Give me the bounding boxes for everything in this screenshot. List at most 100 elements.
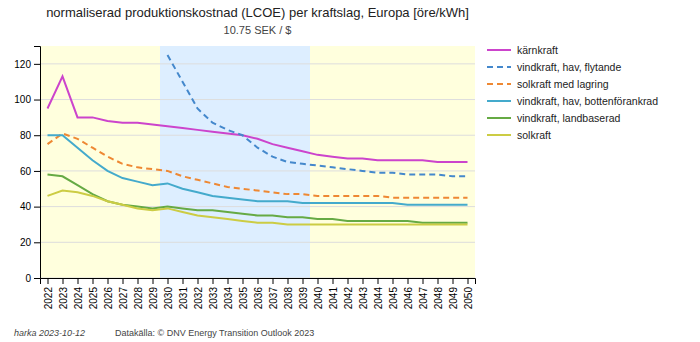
y-tick: 80: [20, 130, 40, 141]
x-axis: 2022202320242025202620272028202920302031…: [41, 278, 476, 309]
x-tick-mark: [378, 278, 379, 284]
x-tick-mark: [198, 278, 199, 284]
x-tick-label: 2049: [448, 287, 459, 310]
y-tick-mark: [34, 207, 40, 208]
series-line: [48, 135, 468, 205]
legend-item: kärnkraft: [487, 44, 558, 56]
x-tick: 2032: [193, 278, 204, 309]
x-tick-label: 2041: [328, 287, 339, 310]
x-tick-mark: [108, 278, 109, 284]
x-tick-label: 2035: [238, 287, 249, 310]
x-tick-label: 2029: [148, 287, 159, 310]
x-tick-label: 2043: [358, 287, 369, 310]
x-tick: 2025: [88, 278, 99, 309]
x-tick: 2044: [373, 278, 384, 309]
y-tick-mark: [34, 278, 40, 279]
x-tick-mark: [468, 278, 469, 284]
y-tick-mark: [34, 242, 40, 243]
y-tick: 20: [20, 237, 40, 248]
x-tick: 2026: [103, 278, 114, 309]
grid-line: [40, 242, 475, 243]
x-tick-label: 2025: [88, 287, 99, 310]
x-tick-mark: [93, 278, 94, 284]
x-tick-label: 2031: [178, 287, 189, 310]
x-tick: 2027: [118, 278, 129, 309]
x-tick-mark: [228, 278, 229, 284]
x-tick: 2040: [313, 278, 324, 309]
y-axis: 020406080100120: [14, 47, 40, 284]
footer-note: harka 2023-10-12: [14, 328, 85, 338]
y-tick-mark: [34, 64, 40, 65]
y-tick-label: 100: [14, 94, 31, 105]
y-tick-label: 80: [20, 130, 32, 141]
x-tick: 2041: [328, 278, 339, 309]
legend-item: solkraft: [487, 129, 551, 141]
series-line: [48, 191, 468, 225]
y-tick-mark: [34, 100, 40, 101]
y-tick: 100: [14, 94, 40, 105]
x-tick: 2038: [283, 278, 294, 309]
legend-label: solkraft med lagring: [517, 78, 609, 90]
x-tick: 2034: [223, 278, 234, 309]
x-tick: 2048: [433, 278, 444, 309]
legend-swatch: [487, 100, 511, 102]
x-tick-label: 2022: [43, 287, 54, 310]
legend-swatch: [487, 49, 511, 51]
x-tick-mark: [438, 278, 439, 284]
x-tick-mark: [258, 278, 259, 284]
y-tick-label: 120: [14, 59, 31, 70]
y-tick: 120: [14, 59, 40, 70]
x-tick-label: 2042: [343, 287, 354, 310]
x-tick-mark: [48, 278, 49, 284]
x-tick-label: 2028: [133, 287, 144, 310]
y-tick-label: 60: [20, 166, 32, 177]
y-tick-label: 40: [20, 201, 32, 212]
x-tick-mark: [363, 278, 364, 284]
x-tick-mark: [333, 278, 334, 284]
x-tick-label: 2038: [283, 287, 294, 310]
x-tick-mark: [408, 278, 409, 284]
x-tick-mark: [273, 278, 274, 284]
x-tick: 2036: [253, 278, 264, 309]
x-tick-label: 2039: [298, 287, 309, 310]
x-tick: 2049: [448, 278, 459, 309]
x-tick-mark: [78, 278, 79, 284]
subtitle: 10.75 SEK / $: [224, 24, 292, 36]
legend-label: solkraft: [517, 129, 551, 141]
x-tick-mark: [243, 278, 244, 284]
x-tick-mark: [63, 278, 64, 284]
grid-line: [40, 135, 475, 136]
x-axis-line: [41, 279, 476, 285]
x-tick-mark: [348, 278, 349, 284]
x-tick: 2035: [238, 278, 249, 309]
x-tick-label: 2048: [433, 287, 444, 310]
legend-label: vindkraft, hav, bottenförankrad: [517, 95, 658, 107]
x-tick: 2037: [268, 278, 279, 309]
x-tick-label: 2045: [388, 287, 399, 310]
y-tick-mark: [34, 171, 40, 172]
x-tick: 2047: [418, 278, 429, 309]
x-tick-mark: [183, 278, 184, 284]
x-tick-mark: [153, 278, 154, 284]
x-tick: 2046: [403, 278, 414, 309]
x-tick-label: 2034: [223, 287, 234, 310]
x-tick-label: 2044: [373, 287, 384, 310]
grid-line: [40, 278, 475, 279]
legend-swatch: [487, 66, 511, 68]
y-tick: 40: [20, 201, 40, 212]
legend-label: vindkraft, hav, flytande: [517, 61, 621, 73]
x-tick-mark: [138, 278, 139, 284]
footer-note: Datakälla: © DNV Energy Transition Outlo…: [115, 328, 314, 338]
series-line: [168, 55, 468, 176]
chart: 2022202320242025202620272028202920302031…: [0, 0, 700, 342]
legend-item: vindkraft, hav, flytande: [487, 61, 621, 73]
legend-swatch: [487, 83, 511, 85]
background-band: [160, 46, 310, 278]
grid-line: [40, 63, 475, 64]
legend-item: vindkraft, landbaserad: [487, 112, 620, 124]
y-tick-label: 20: [20, 237, 32, 248]
x-tick: 2023: [58, 278, 69, 309]
x-tick-label: 2026: [103, 287, 114, 310]
x-tick: 2033: [208, 278, 219, 309]
legend-item: solkraft med lagring: [487, 78, 609, 90]
